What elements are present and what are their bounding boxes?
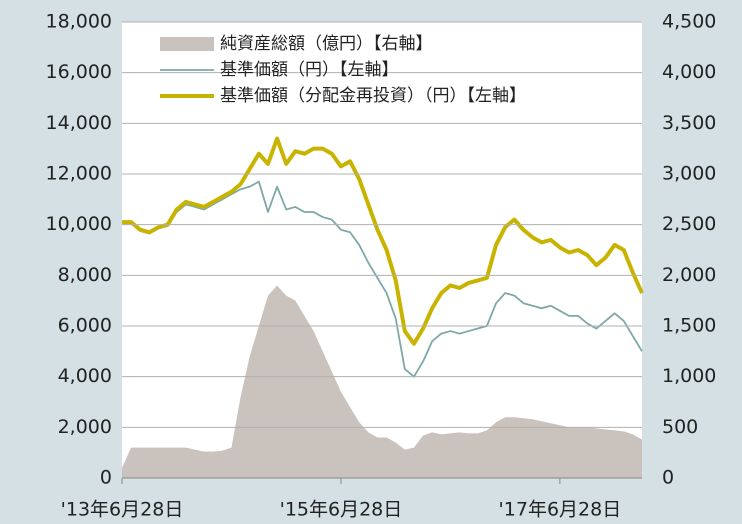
legend-swatch <box>160 37 214 51</box>
y2-tick-label: 2,500 <box>662 213 716 235</box>
y2-tick-label: 0 <box>662 467 674 489</box>
legend-text: 純資産総額（億円）【右軸】 <box>220 34 433 54</box>
y-tick-label: 18,000 <box>46 11 112 33</box>
legend-item: 基準価額（円）【左軸】 <box>160 60 399 80</box>
y-tick-label: 0 <box>100 467 112 489</box>
y-tick-label: 16,000 <box>46 61 112 83</box>
y-tick-label: 4,000 <box>58 365 112 387</box>
y2-tick-label: 3,500 <box>662 112 716 134</box>
y-tick-label: 10,000 <box>46 213 112 235</box>
y-tick-label: 6,000 <box>58 315 112 337</box>
y2-tick-label: 4,500 <box>662 11 716 33</box>
x-tick-label: '17年6月28日 <box>499 499 622 521</box>
y-tick-label: 14,000 <box>46 112 112 134</box>
y2-tick-label: 1,500 <box>662 315 716 337</box>
y2-tick-label: 2,000 <box>662 264 716 286</box>
legend-text: 基準価額（円）【左軸】 <box>220 60 399 80</box>
x-tick-label: '15年6月28日 <box>280 499 403 521</box>
y2-tick-label: 1,000 <box>662 365 716 387</box>
y-tick-label: 2,000 <box>58 416 112 438</box>
series-line <box>122 180 643 378</box>
y2-tick-label: 4,000 <box>662 61 716 83</box>
legend-text: 基準価額（分配金再投資）（円）【左軸】 <box>220 86 526 106</box>
y2-tick-label: 500 <box>662 416 698 438</box>
legend-item: 純資産総額（億円）【右軸】 <box>160 34 433 54</box>
y-tick-label: 8,000 <box>58 264 112 286</box>
y-tick-label: 12,000 <box>46 163 112 185</box>
series-line <box>122 136 644 346</box>
y2-tick-label: 3,000 <box>662 163 716 185</box>
legend-item: 基準価額（分配金再投資）（円）【左軸】 <box>160 86 526 106</box>
area <box>122 285 642 478</box>
x-tick-label: '13年6月28日 <box>61 499 184 521</box>
